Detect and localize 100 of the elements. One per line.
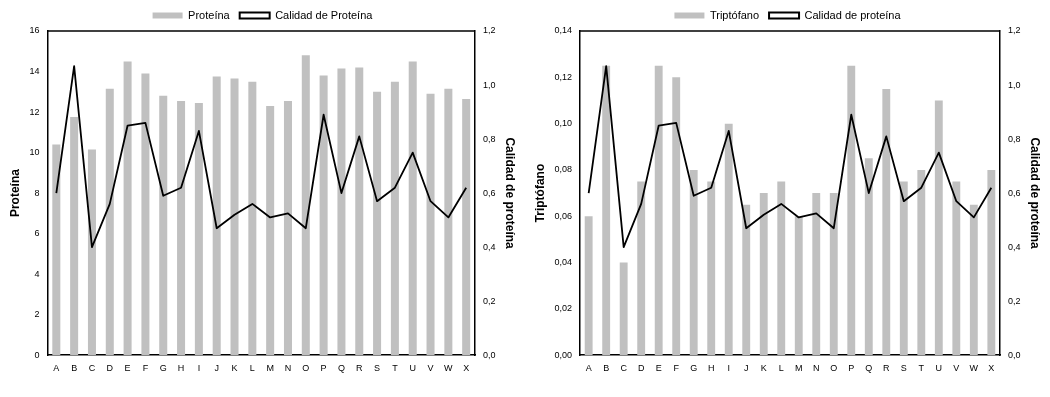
y2-tick-label: 0,0 (1008, 349, 1021, 360)
bar (864, 158, 873, 356)
x-tick-label: L (778, 363, 784, 374)
x-tick-label: J (743, 363, 749, 374)
x-tick-label: H (177, 363, 185, 374)
bar (426, 93, 435, 356)
x-tick-label: P (848, 363, 855, 374)
bar (742, 204, 751, 356)
bar (87, 149, 96, 356)
y-tick-label: 0,08 (554, 164, 572, 175)
x-tick-label: U (935, 363, 943, 374)
y-tick-label: 0,04 (554, 257, 572, 268)
x-tick-label: S (374, 363, 381, 374)
x-tick-label: V (953, 363, 960, 374)
bar (390, 81, 399, 356)
y2-axis-title: Calidad de proteína (503, 137, 518, 250)
y2-tick-label: 0,4 (483, 241, 496, 252)
x-tick-label: N (284, 363, 292, 374)
x-tick-label: S (900, 363, 907, 374)
y2-axis-title: Calidad de proteína (1028, 137, 1043, 250)
y2-tick-label: 1,0 (483, 79, 496, 90)
bar (724, 123, 733, 356)
bar (707, 181, 716, 356)
bar (882, 88, 891, 356)
bar (177, 100, 186, 356)
x-tick-label: K (231, 363, 238, 374)
bar (672, 77, 681, 356)
bar (70, 117, 79, 356)
bar (301, 55, 310, 356)
y-tick-label: 0,00 (554, 349, 572, 360)
y-axis-title: Triptófano (532, 163, 547, 223)
x-tick-label: E (124, 363, 131, 374)
bar (584, 216, 593, 356)
bar (283, 100, 292, 356)
bar (899, 181, 908, 356)
bar (373, 91, 382, 356)
x-tick-label: Q (337, 363, 345, 374)
y-tick-label: 0,06 (554, 210, 572, 221)
bar (230, 78, 239, 356)
x-tick-label: M (795, 363, 803, 374)
x-tick-label: U (409, 363, 416, 374)
x-tick-label: P (320, 363, 327, 374)
bar (355, 67, 364, 356)
y2-tick-label: 0,6 (483, 187, 496, 198)
y-tick-label: 0 (34, 349, 40, 360)
y-axis-title: Proteína (7, 168, 22, 218)
bar (462, 98, 471, 356)
bar (794, 216, 803, 356)
x-tick-label: X (463, 363, 470, 374)
x-tick-label: C (620, 363, 628, 374)
x-tick-label: K (760, 363, 767, 374)
bar (319, 75, 328, 356)
bar (812, 193, 821, 356)
bar (619, 262, 628, 356)
y2-tick-label: 0,8 (1008, 133, 1021, 144)
x-tick-label: R (356, 363, 364, 374)
bar (917, 169, 926, 356)
x-tick-label: R (883, 363, 891, 374)
x-tick-label: W (969, 363, 979, 374)
y-tick-label: 6 (34, 228, 40, 239)
bar (829, 193, 838, 356)
y2-tick-label: 1,0 (1008, 79, 1021, 90)
bar (337, 68, 346, 356)
x-tick-label: X (988, 363, 995, 374)
x-tick-label: F (673, 363, 680, 374)
y2-tick-label: 1,2 (1008, 25, 1021, 36)
y2-tick-label: 0,8 (483, 133, 496, 144)
bar (408, 61, 417, 356)
x-tick-label: T (392, 363, 399, 374)
bar (194, 102, 203, 356)
bar (952, 181, 961, 356)
y-tick-label: 2 (34, 309, 40, 320)
x-tick-label: E (655, 363, 662, 374)
legend-label: Calidad de proteína (804, 8, 902, 21)
x-tick-label: I (727, 363, 730, 374)
y-tick-label: 12 (29, 106, 40, 117)
bar (689, 169, 698, 356)
bar (987, 169, 996, 356)
bar (444, 88, 453, 356)
x-tick-label: N (813, 363, 820, 374)
legend-label: Calidad de Proteína (275, 8, 374, 21)
x-tick-label: D (637, 363, 645, 374)
bar (141, 73, 150, 356)
bar (52, 144, 61, 356)
x-tick-label: T (918, 363, 925, 374)
bar (248, 81, 257, 356)
bar (212, 76, 221, 356)
bar (934, 100, 943, 356)
x-tick-label: G (159, 363, 167, 374)
y-tick-label: 16 (29, 25, 40, 36)
y-tick-label: 0,14 (554, 25, 572, 36)
x-tick-label: Q (865, 363, 873, 374)
y2-tick-label: 0,2 (1008, 295, 1021, 306)
y2-tick-label: 0,2 (483, 295, 496, 306)
x-tick-label: A (53, 363, 60, 374)
x-tick-label: J (214, 363, 219, 374)
x-tick-label: M (266, 363, 274, 374)
y2-tick-label: 1,2 (483, 25, 496, 36)
y2-tick-label: 0,4 (1008, 241, 1021, 252)
bar (105, 88, 114, 356)
